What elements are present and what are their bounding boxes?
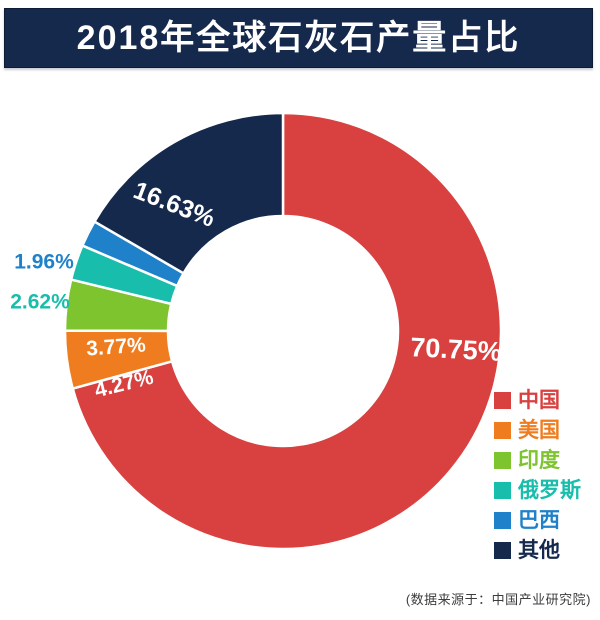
legend-swatch-china — [494, 392, 511, 409]
slice-label-brazil: 1.96% — [14, 250, 74, 274]
slice-label-india: 3.77% — [85, 333, 147, 361]
legend-swatch-usa — [494, 422, 511, 439]
pie-slice-其他 — [93, 111, 285, 275]
legend-label-other: 其他 — [518, 539, 560, 562]
pie-slice-中国 — [71, 111, 503, 551]
legend: 中国 美国 印度 俄罗斯 巴西 其他 — [494, 390, 581, 570]
legend-label-russia: 俄罗斯 — [518, 479, 581, 502]
legend-label-usa: 美国 — [518, 419, 560, 442]
legend-swatch-brazil — [494, 512, 511, 529]
legend-item-india: 印度 — [494, 450, 581, 471]
legend-label-india: 印度 — [518, 449, 560, 472]
source-note: (数据来源于：中国产业研究院) — [405, 592, 591, 607]
legend-item-russia: 俄罗斯 — [494, 480, 581, 501]
slice-label-china: 70.75% — [409, 332, 503, 367]
slice-label-russia: 2.62% — [10, 290, 70, 314]
page-title: 2018年全球石灰石产量占比 — [76, 19, 521, 57]
legend-item-brazil: 巴西 — [494, 510, 581, 531]
title-bar: 2018年全球石灰石产量占比 — [4, 8, 593, 68]
legend-item-other: 其他 — [494, 540, 581, 561]
legend-swatch-other — [494, 542, 511, 559]
legend-label-brazil: 巴西 — [518, 509, 560, 532]
legend-item-usa: 美国 — [494, 420, 581, 441]
legend-swatch-russia — [494, 482, 511, 499]
legend-label-china: 中国 — [518, 389, 560, 412]
legend-item-china: 中国 — [494, 390, 581, 411]
legend-swatch-india — [494, 452, 511, 469]
